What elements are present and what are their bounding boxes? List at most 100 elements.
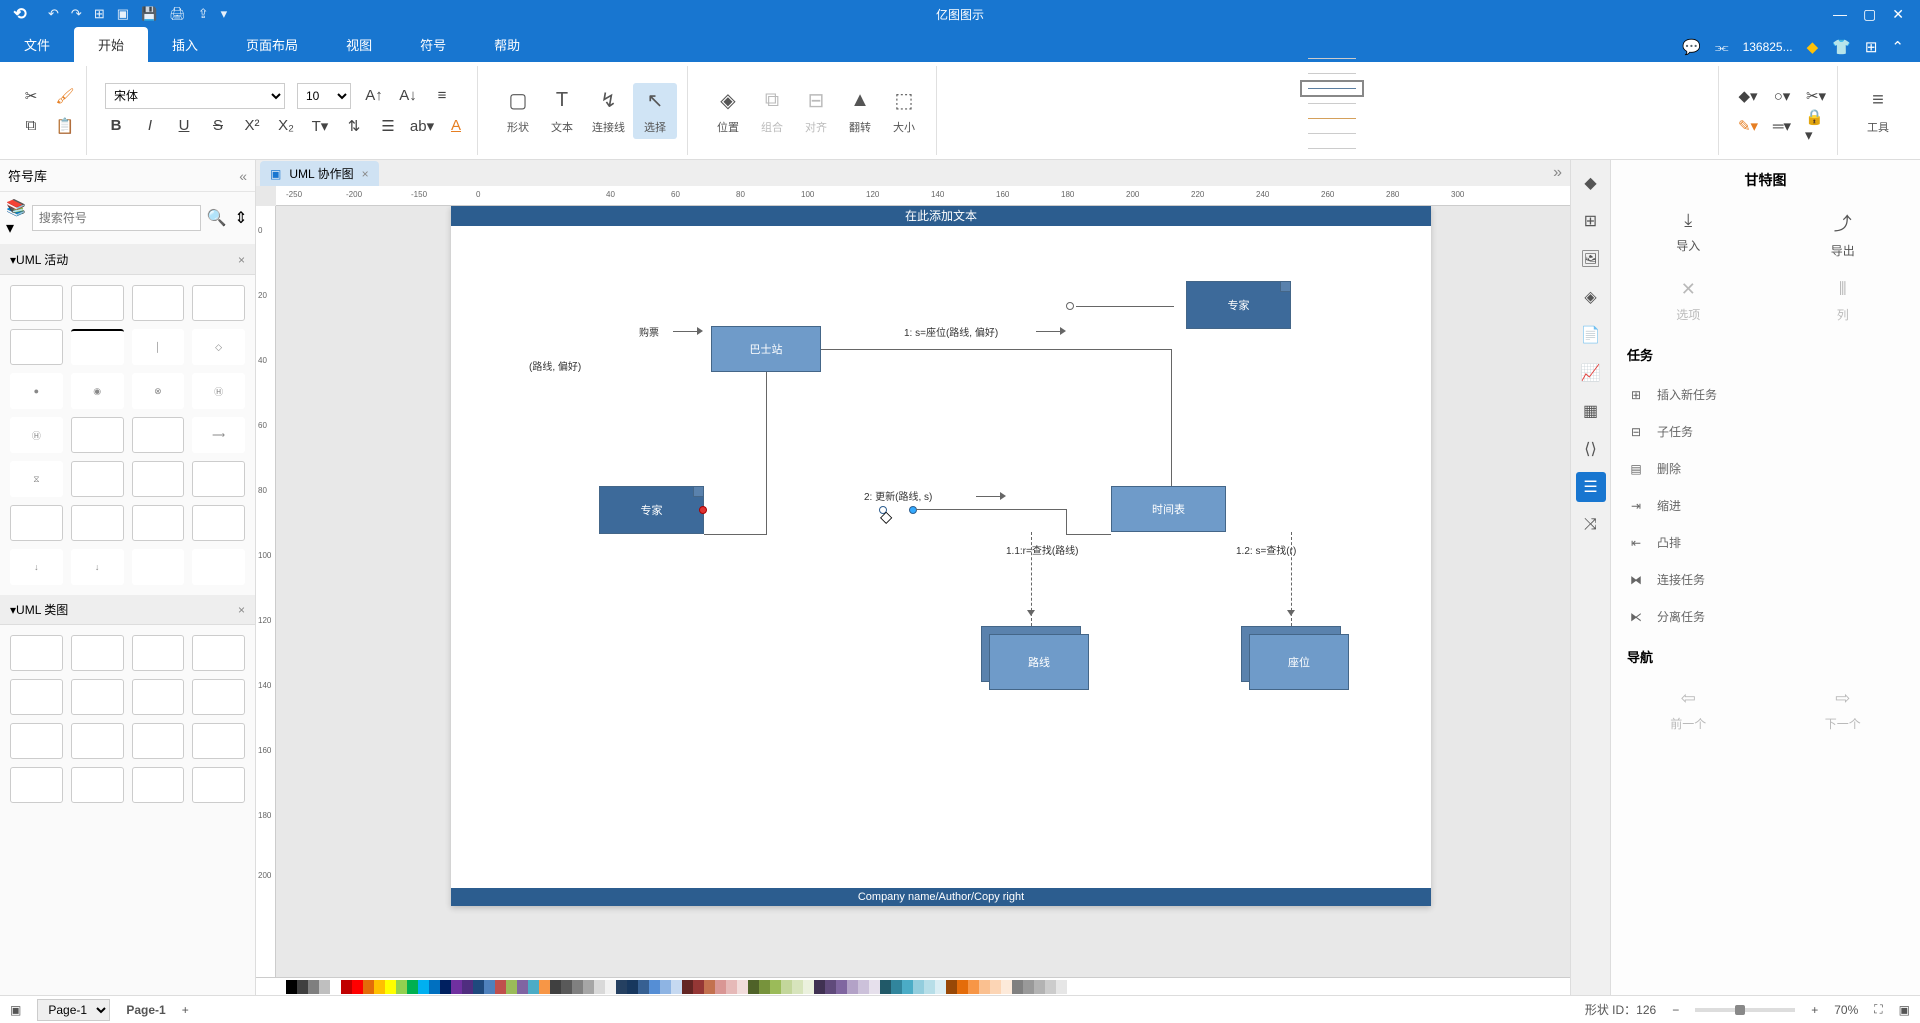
- strike-icon[interactable]: S: [207, 115, 229, 137]
- shape-item[interactable]: [132, 679, 185, 715]
- select-tool[interactable]: ↖选择: [633, 83, 677, 139]
- flip-tool[interactable]: ▲翻转: [838, 83, 882, 139]
- page-select[interactable]: Page-1: [37, 999, 110, 1021]
- color-swatch[interactable]: [693, 980, 704, 994]
- page-view-icon[interactable]: ▣: [10, 1003, 21, 1017]
- color-swatch[interactable]: [858, 980, 869, 994]
- page-header[interactable]: 在此添加文本: [451, 206, 1431, 226]
- color-swatch[interactable]: [286, 980, 297, 994]
- shape-item[interactable]: [71, 635, 124, 671]
- expand-tabs-icon[interactable]: »: [1545, 160, 1570, 186]
- shape-item[interactable]: ⊗: [132, 373, 185, 409]
- color-swatch[interactable]: [308, 980, 319, 994]
- color-swatch[interactable]: [792, 980, 803, 994]
- shape-item[interactable]: [192, 679, 245, 715]
- color-swatch[interactable]: [506, 980, 517, 994]
- shape-item[interactable]: [71, 505, 124, 541]
- color-swatch[interactable]: [990, 980, 1001, 994]
- search-icon[interactable]: 🔍: [207, 205, 227, 231]
- line-style-1[interactable]: [1308, 73, 1356, 74]
- color-swatch[interactable]: [561, 980, 572, 994]
- color-swatch[interactable]: [495, 980, 506, 994]
- rail-layers-icon[interactable]: ◈: [1576, 282, 1606, 312]
- size-tool[interactable]: ⬚大小: [882, 83, 926, 139]
- close-icon[interactable]: ✕: [1892, 6, 1904, 23]
- shape-item[interactable]: [132, 505, 185, 541]
- menu-view[interactable]: 视图: [322, 27, 396, 62]
- lock-icon[interactable]: 🔒▾: [1805, 115, 1827, 137]
- color-swatch[interactable]: [913, 980, 924, 994]
- line-spacing-icon[interactable]: ⇅: [343, 115, 365, 137]
- shape-item[interactable]: ↓: [71, 549, 124, 585]
- color-swatch[interactable]: [1012, 980, 1023, 994]
- menu-insert[interactable]: 插入: [148, 27, 222, 62]
- shape-item[interactable]: [71, 767, 124, 803]
- close-category-icon[interactable]: ×: [238, 253, 245, 267]
- line-style-6[interactable]: [1308, 148, 1356, 149]
- color-swatch[interactable]: [341, 980, 352, 994]
- fullscreen-icon[interactable]: ▣: [1899, 1003, 1910, 1017]
- color-swatch[interactable]: [957, 980, 968, 994]
- fill-icon[interactable]: ◆▾: [1737, 85, 1759, 107]
- shape-item[interactable]: [10, 329, 63, 365]
- menu-file[interactable]: 文件: [0, 27, 74, 62]
- shape-item[interactable]: [71, 461, 124, 497]
- rail-table-icon[interactable]: ▦: [1576, 396, 1606, 426]
- shape-item[interactable]: [10, 635, 63, 671]
- shape-item[interactable]: Ⓗ: [192, 373, 245, 409]
- shape-item[interactable]: ⟶: [192, 417, 245, 453]
- sel-handle[interactable]: [909, 506, 917, 514]
- color-swatch[interactable]: [517, 980, 528, 994]
- shape-item[interactable]: ◇: [192, 329, 245, 365]
- shape-item[interactable]: [192, 767, 245, 803]
- shape-item[interactable]: [71, 329, 124, 365]
- format-painter-icon[interactable]: 🖌: [54, 85, 76, 107]
- color-swatch[interactable]: [1023, 980, 1034, 994]
- document-tab[interactable]: ▣ UML 协作图 ×: [260, 161, 379, 186]
- new-icon[interactable]: ⊞: [94, 6, 105, 22]
- close-tab-icon[interactable]: ×: [362, 167, 369, 181]
- gantt-columns[interactable]: ⦀列: [1766, 269, 1920, 333]
- color-swatch[interactable]: [836, 980, 847, 994]
- redo-icon[interactable]: ↷: [71, 6, 82, 22]
- subscript-icon[interactable]: X₂: [275, 115, 297, 137]
- shape-item[interactable]: [192, 723, 245, 759]
- fit-icon[interactable]: ⛶: [1874, 1002, 1882, 1017]
- shape-item[interactable]: [132, 417, 185, 453]
- shape-item[interactable]: [192, 285, 245, 321]
- italic-icon[interactable]: I: [139, 115, 161, 137]
- position-tool[interactable]: ◈位置: [706, 83, 750, 139]
- rail-page-icon[interactable]: 📄: [1576, 320, 1606, 350]
- line-style-3[interactable]: [1308, 103, 1356, 104]
- shape-item[interactable]: │: [132, 329, 185, 365]
- expand-icon[interactable]: ⇕: [233, 205, 249, 231]
- font-family-select[interactable]: 宋体: [105, 83, 285, 109]
- print-icon[interactable]: 🖨: [169, 6, 186, 22]
- color-swatch[interactable]: [616, 980, 627, 994]
- task-outdent[interactable]: ⇤凸排: [1611, 524, 1920, 561]
- maximize-icon[interactable]: ▢: [1863, 6, 1876, 23]
- line-style-4[interactable]: [1308, 118, 1356, 119]
- color-swatch[interactable]: [1034, 980, 1045, 994]
- share-icon[interactable]: ⫘: [1715, 39, 1729, 56]
- shape-tool[interactable]: ▢形状: [496, 83, 540, 139]
- save-icon[interactable]: 💾: [141, 6, 157, 22]
- color-swatch[interactable]: [660, 980, 671, 994]
- copy-icon[interactable]: ⧉: [20, 115, 42, 137]
- shape-item[interactable]: ↓: [10, 549, 63, 585]
- gantt-options[interactable]: ✕选项: [1611, 269, 1766, 333]
- zoom-in-icon[interactable]: +: [1811, 1003, 1818, 1017]
- color-swatch[interactable]: [396, 980, 407, 994]
- more-icon[interactable]: ▾: [221, 6, 228, 22]
- color-swatch[interactable]: [539, 980, 550, 994]
- task-insert[interactable]: ⊞插入新任务: [1611, 376, 1920, 413]
- bold-icon[interactable]: B: [105, 115, 127, 137]
- shape-item[interactable]: [132, 285, 185, 321]
- menu-symbols[interactable]: 符号: [396, 27, 470, 62]
- menu-help[interactable]: 帮助: [470, 27, 544, 62]
- color-swatch[interactable]: [715, 980, 726, 994]
- paste-icon[interactable]: 📋: [54, 115, 76, 137]
- symbol-search-input[interactable]: [32, 205, 201, 231]
- node-expert2[interactable]: 专家: [599, 486, 704, 534]
- shape-item[interactable]: [71, 723, 124, 759]
